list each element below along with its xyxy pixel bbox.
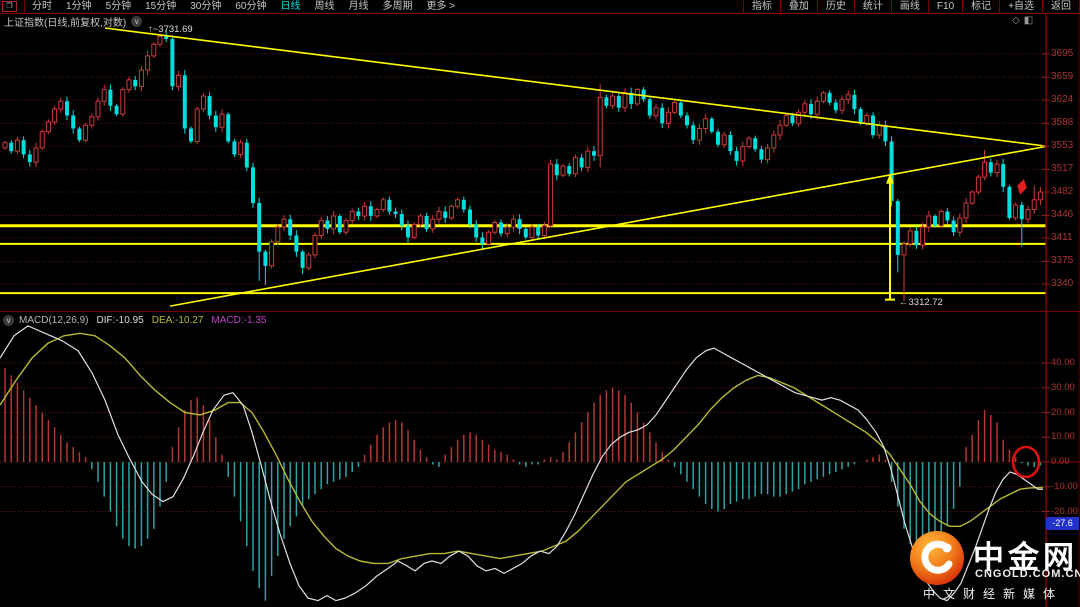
macd-dif-value: DIF:-10.95: [96, 314, 144, 326]
brand-domain: CNGOLD.COM.CN: [975, 568, 1080, 580]
period-tab[interactable]: 分时: [32, 1, 52, 12]
macd-tick-label: 40.00: [1051, 357, 1075, 368]
toolbar-button[interactable]: 标记: [962, 0, 999, 13]
top-toolbar: ❒ 分时 1分钟 5分钟 15分钟 30分钟 60分钟 日线 周线 月线 多周期 更多 > 指标 叠加…: [0, 0, 1080, 14]
price-tick-label: 3340: [1051, 278, 1074, 290]
period-tab[interactable]: 周线: [314, 1, 335, 12]
price-tick-label: 3553: [1051, 139, 1074, 151]
candlestick-series: [2, 30, 1043, 302]
price-tick-label: 3659: [1051, 71, 1074, 83]
chart-title: 上证指数(日线,前复权,对数): [4, 17, 127, 29]
macd-indicator-name[interactable]: MACD(12,26,9): [19, 314, 89, 326]
price-tick-label: 3624: [1051, 93, 1074, 105]
trendlines: [104, 27, 1046, 307]
price-tick-label: 3375: [1051, 255, 1074, 267]
price-tick-label: 3482: [1051, 186, 1074, 197]
period-tab[interactable]: 30分钟: [190, 1, 222, 12]
split-panel-icon[interactable]: ◧: [1023, 15, 1038, 26]
cngold-logo-icon: [910, 531, 964, 585]
toolbar-button[interactable]: 画线: [890, 0, 928, 13]
macd-tick-label: 0.00: [1051, 456, 1070, 467]
chart-title-bar: 上证指数(日线,前复权,对数) ∨: [4, 15, 143, 29]
peak-price-annotation: ↑~3731.69: [148, 24, 193, 35]
brand-tagline: 中文财经新媒体: [923, 587, 1064, 601]
price-tick-label: 3517: [1051, 163, 1074, 175]
horizontal-support-lines: [0, 224, 1046, 295]
toolbar-button[interactable]: F10: [927, 0, 962, 13]
toolbar-button[interactable]: +自选: [999, 0, 1042, 13]
price-tick-label: 3588: [1051, 117, 1074, 129]
window-icon-glyph: ❒: [6, 3, 13, 10]
price-tick-label: 3411: [1051, 232, 1073, 244]
toolbar-button[interactable]: 历史: [816, 0, 854, 13]
macd-tick-label: 30.00: [1051, 381, 1075, 393]
period-tab[interactable]: 更多 >: [426, 1, 456, 12]
alert-circle-annotation: [1011, 445, 1041, 479]
toolbar-button[interactable]: 返回: [1042, 0, 1079, 13]
window-controls: ❒: [0, 0, 25, 13]
flag-marker-icon: [1017, 179, 1027, 195]
cngold-watermark: 中金网 CNGOLD.COM.CN 中文财经新媒体: [885, 528, 1080, 603]
toolbar-button[interactable]: 指标: [742, 0, 780, 13]
toolbar-button[interactable]: 叠加: [779, 0, 817, 13]
chevron-down-icon[interactable]: ∨: [131, 15, 143, 27]
chart-corner-icons: ◇◧: [1012, 15, 1037, 26]
macd-tick-label: -20.00: [1051, 505, 1078, 517]
macd-min-badge: -27.6: [1046, 517, 1079, 530]
period-tab[interactable]: 60分钟: [235, 1, 267, 12]
axis-frame: [0, 14, 1080, 607]
macd-tick-label: 20.00: [1051, 406, 1075, 418]
period-tab[interactable]: 5分钟: [105, 1, 132, 12]
period-toolbar: 分时 1分钟 5分钟 15分钟 30分钟 60分钟 日线 周线 月线 多周期 更多 >: [25, 0, 462, 13]
brand-name: 中金网: [973, 540, 1078, 575]
chart-annotations: [1011, 179, 1041, 479]
toolbar-button[interactable]: 统计: [853, 0, 891, 13]
price-tick-label: 3695: [1051, 47, 1074, 59]
macd-tick-label: -10.00: [1051, 480, 1078, 492]
gridlines: [0, 53, 1046, 512]
tools-toolbar: 指标 叠加 历史 统计 画线 F10 标记 +自选 返回: [742, 0, 1080, 13]
price-tick-label: 3446: [1051, 209, 1074, 221]
macd-tick-label: 10.00: [1051, 431, 1075, 443]
diamond-icon[interactable]: ◇: [1012, 15, 1024, 26]
period-tab[interactable]: 1分钟: [66, 1, 92, 12]
macd-hist-value: MACD:-1.35: [211, 314, 267, 326]
macd-histogram: [4, 367, 1042, 601]
low-price-annotation: ←3312.72: [899, 297, 943, 308]
macd-header: ∨ MACD(12,26,9) DIF:-10.95 DEA:-10.27 MA…: [3, 314, 274, 326]
period-tab[interactable]: 多周期: [382, 1, 413, 12]
macd-dea-value: DEA:-10.27: [151, 314, 204, 326]
period-tab[interactable]: 月线: [348, 1, 369, 12]
period-tab[interactable]: 15分钟: [145, 1, 177, 12]
indicator-toggle-icon[interactable]: ∨: [3, 314, 14, 326]
period-tab[interactable]: 日线: [280, 1, 301, 12]
window-layout-icon[interactable]: ❒: [2, 1, 17, 12]
